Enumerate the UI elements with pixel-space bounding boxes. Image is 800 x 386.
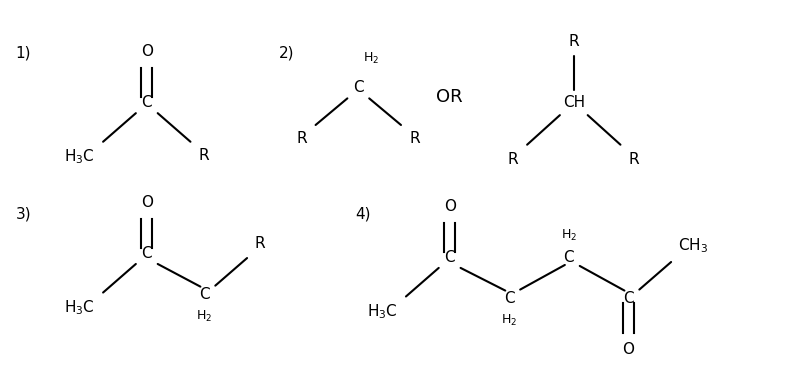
Text: O: O [622, 342, 634, 357]
Text: C: C [504, 291, 514, 306]
Text: R: R [507, 152, 518, 167]
Text: 2): 2) [279, 46, 294, 61]
Text: R: R [569, 34, 579, 49]
Text: C: C [353, 80, 364, 95]
Text: R: R [198, 148, 209, 163]
Text: R: R [296, 131, 306, 146]
Text: 1): 1) [16, 46, 31, 61]
Text: H$_2$: H$_2$ [501, 313, 518, 328]
Text: H$_3$C: H$_3$C [65, 298, 95, 317]
Text: C: C [563, 250, 574, 264]
Text: 3): 3) [16, 206, 31, 221]
Text: H$_2$: H$_2$ [363, 51, 379, 66]
Text: CH: CH [562, 95, 585, 110]
Text: H$_2$: H$_2$ [196, 309, 213, 324]
Text: CH$_3$: CH$_3$ [678, 236, 708, 255]
Text: O: O [141, 44, 153, 59]
Text: R: R [410, 131, 421, 146]
Text: H$_3$C: H$_3$C [65, 148, 95, 166]
Text: C: C [142, 245, 152, 261]
Text: C: C [142, 95, 152, 110]
Text: C: C [199, 287, 210, 302]
Text: R: R [254, 236, 265, 251]
Text: C: C [444, 250, 455, 264]
Text: O: O [141, 195, 153, 210]
Text: R: R [629, 152, 639, 167]
Text: OR: OR [436, 88, 463, 107]
Text: C: C [623, 291, 634, 306]
Text: O: O [444, 199, 456, 214]
Text: H$_3$C: H$_3$C [367, 302, 398, 321]
Text: 4): 4) [355, 206, 371, 221]
Text: H$_2$: H$_2$ [561, 228, 577, 243]
